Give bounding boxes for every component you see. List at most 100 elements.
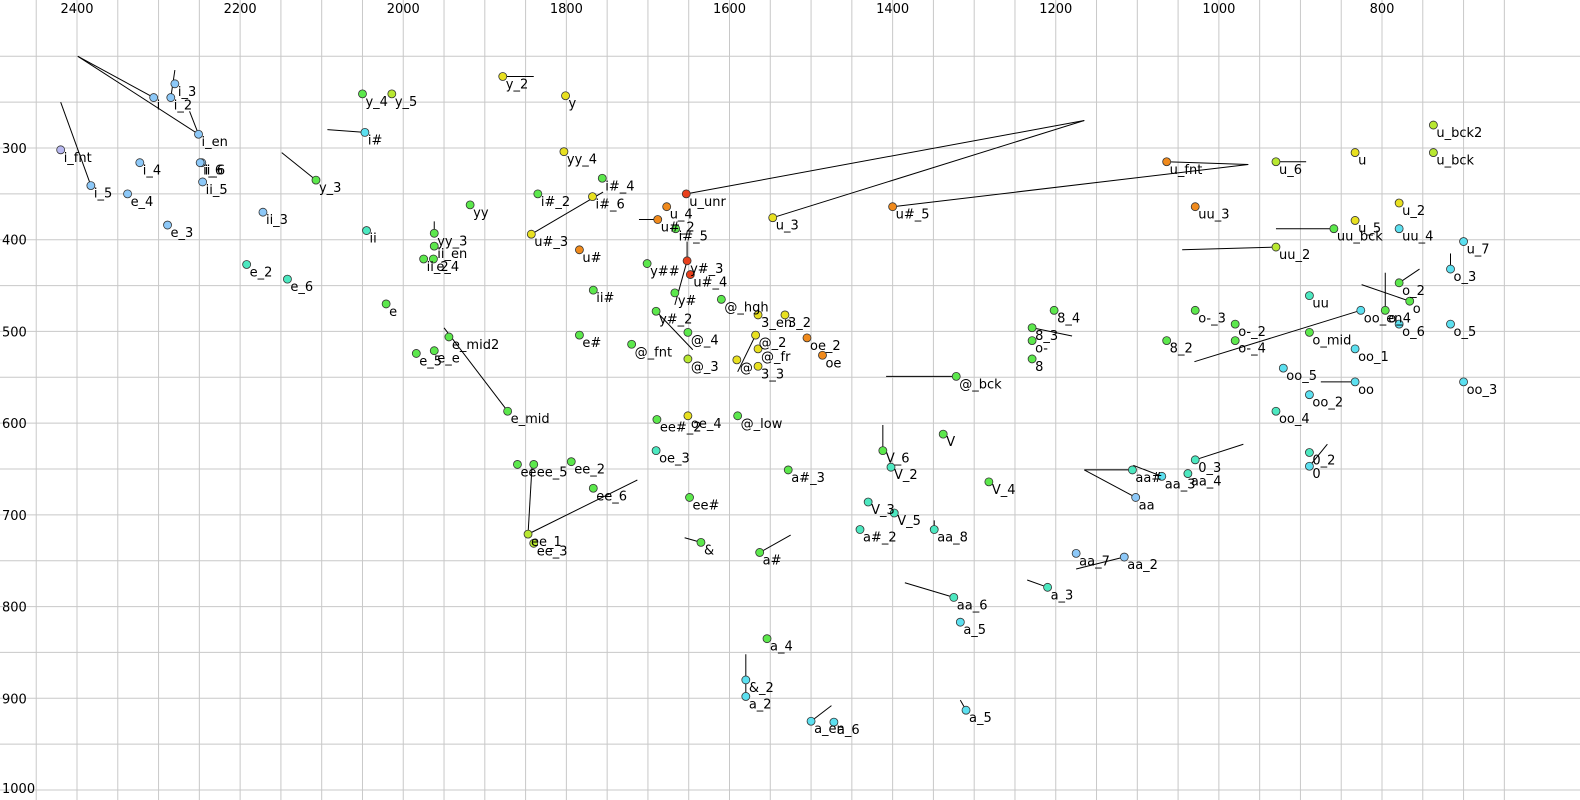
data-point <box>1119 552 1129 562</box>
data-point-label: e <box>389 305 397 320</box>
data-point-label: ee# <box>693 498 720 513</box>
data-point <box>984 477 994 487</box>
data-point-label: V_4 <box>992 483 1016 498</box>
connector-lines <box>60 55 1452 722</box>
data-point <box>529 538 539 548</box>
data-point <box>311 175 321 185</box>
data-point-label: u_bck2 <box>1436 126 1482 141</box>
x-tick-label: 1800 <box>550 2 583 17</box>
data-point-label: u_unr <box>689 195 726 210</box>
data-point <box>961 705 971 715</box>
connector-line <box>327 129 365 133</box>
data-point-label: 8_2 <box>1170 342 1193 357</box>
data-point <box>429 346 439 356</box>
data-point <box>783 465 793 475</box>
data-point <box>1305 448 1314 457</box>
data-point-label: a_4 <box>770 640 793 655</box>
data-point-label: yy <box>473 206 489 221</box>
data-point <box>1394 319 1404 329</box>
data-point <box>1131 493 1141 502</box>
data-point-label: @_low <box>741 417 783 432</box>
data-point-label: aa_6 <box>957 598 988 613</box>
data-point-label: 8_3 <box>1035 329 1058 344</box>
data-point <box>1162 157 1172 167</box>
data-point-label: u#_5 <box>896 208 930 223</box>
connector-line <box>1195 443 1244 461</box>
data-point-label: oo_5 <box>1286 369 1317 384</box>
data-point-label: ee#_2 <box>660 420 702 435</box>
data-point-label: y_3 <box>319 181 341 196</box>
data-point <box>888 202 898 212</box>
data-point <box>696 537 706 547</box>
data-point-label: y#_3 <box>690 262 723 277</box>
x-tick-label: 1000 <box>1202 2 1235 17</box>
data-point <box>1190 455 1200 465</box>
data-point <box>1190 305 1200 315</box>
data-point-label: aa# <box>1135 471 1162 486</box>
data-point-label: e# <box>582 336 601 351</box>
data-point <box>651 306 661 316</box>
connector-line <box>1361 284 1410 302</box>
data-point <box>149 93 159 102</box>
connector-line <box>1076 556 1125 570</box>
data-point <box>529 460 539 469</box>
data-point <box>465 200 475 210</box>
data-point <box>1394 278 1404 288</box>
data-point <box>662 202 672 212</box>
data-point <box>242 260 252 269</box>
data-point-label: i_2 <box>174 99 192 114</box>
data-point <box>653 215 663 224</box>
x-tick-label: 2000 <box>387 2 420 17</box>
data-point <box>575 245 584 255</box>
data-point <box>1405 296 1415 306</box>
connector-line <box>686 119 1085 195</box>
data-point <box>86 181 96 191</box>
data-point <box>1350 344 1360 354</box>
data-point-label: uu_4 <box>1402 230 1433 245</box>
data-point <box>802 333 812 343</box>
data-point <box>955 617 965 627</box>
data-point-label: V_2 <box>894 468 918 483</box>
data-point <box>387 89 397 99</box>
data-point-label: & <box>704 543 714 558</box>
data-point-label: @_4 <box>691 333 719 348</box>
data-point <box>1305 390 1314 400</box>
data-point <box>1350 377 1360 387</box>
data-point-label: V_6 <box>886 452 910 467</box>
data-points <box>56 72 1468 727</box>
data-point-label: e_5 <box>419 354 442 369</box>
data-point <box>1305 291 1314 301</box>
data-point-label: yy_4 <box>567 153 597 168</box>
y-tick-label: 600 <box>2 417 27 432</box>
y-tick-label: 500 <box>2 325 27 340</box>
data-point-label: V_5 <box>897 514 921 529</box>
data-point <box>683 411 693 421</box>
data-point-label: ee_2 <box>574 463 605 478</box>
data-point <box>951 371 961 381</box>
data-point-label: u#_4 <box>693 276 727 291</box>
data-point-label: ee <box>520 465 536 480</box>
data-point <box>683 354 693 364</box>
data-point-label: oo_4 <box>1279 412 1310 427</box>
data-point <box>1459 377 1468 387</box>
data-point-label: o-_2 <box>1238 325 1266 340</box>
connector-line <box>737 334 757 373</box>
x-tick-label: 2400 <box>60 2 93 17</box>
data-point-label: e_4 <box>436 260 459 275</box>
data-point <box>1305 461 1314 471</box>
data-point <box>166 93 176 102</box>
data-point-label: u_5 <box>1358 221 1381 236</box>
data-point <box>1162 336 1172 346</box>
data-point <box>533 189 543 199</box>
data-point <box>411 349 421 358</box>
data-point <box>1278 363 1288 373</box>
data-point <box>561 91 570 101</box>
data-point <box>753 361 763 371</box>
connector-line <box>892 164 1249 208</box>
data-point-label: uu_2 <box>1279 248 1310 263</box>
data-point-label: u_bck <box>1436 154 1474 169</box>
data-point <box>194 129 203 139</box>
data-point-label: oe_3 <box>659 452 690 467</box>
data-point-label: u_fnt <box>1170 163 1203 178</box>
